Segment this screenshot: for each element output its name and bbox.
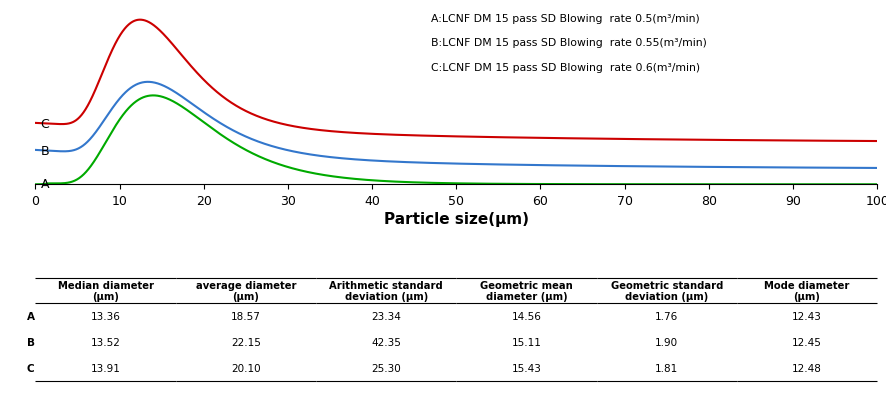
- Text: B:LCNF DM 15 pass SD Blowing  rate 0.55(m³/min): B:LCNF DM 15 pass SD Blowing rate 0.55(m…: [431, 38, 707, 48]
- Text: C: C: [41, 118, 50, 131]
- Text: B: B: [41, 145, 49, 158]
- X-axis label: Particle size(μm): Particle size(μm): [384, 212, 529, 227]
- Text: A: A: [41, 178, 49, 191]
- Text: A:LCNF DM 15 pass SD Blowing  rate 0.5(m³/min): A:LCNF DM 15 pass SD Blowing rate 0.5(m³…: [431, 14, 700, 24]
- Text: C:LCNF DM 15 pass SD Blowing  rate 0.6(m³/min): C:LCNF DM 15 pass SD Blowing rate 0.6(m³…: [431, 62, 700, 72]
